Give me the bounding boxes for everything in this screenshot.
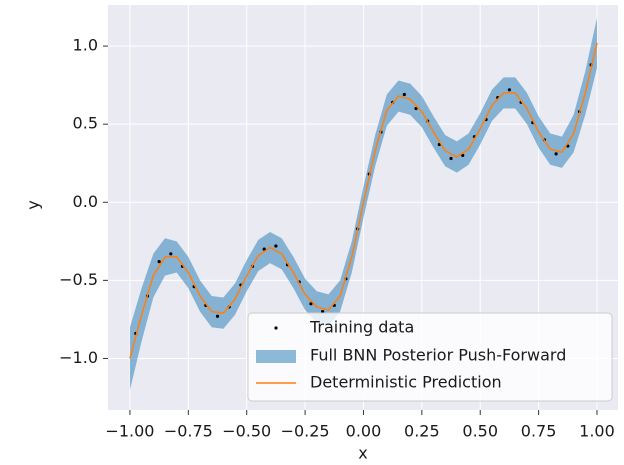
training-point xyxy=(215,314,220,318)
y-axis-label: y xyxy=(24,200,43,209)
prediction-line xyxy=(129,42,598,359)
training-point xyxy=(262,247,266,251)
training-point xyxy=(554,152,558,156)
x-axis-label: x xyxy=(358,444,367,463)
x-tick-label: 0.25 xyxy=(404,422,440,441)
x-tick-label: −0.75 xyxy=(164,422,213,441)
x-tick-label: 1.00 xyxy=(579,422,615,441)
x-tick-label: 0.50 xyxy=(462,422,498,441)
training-point xyxy=(449,156,453,161)
legend-marker xyxy=(274,326,278,330)
x-tick-label: 0.75 xyxy=(521,422,557,441)
y-tick-label: 1.0 xyxy=(73,36,98,55)
x-tick-label: −0.25 xyxy=(281,422,330,441)
legend-label: Deterministic Prediction xyxy=(310,373,502,392)
training-point xyxy=(157,260,161,264)
y-tick-label: 0.0 xyxy=(73,192,98,211)
training-point xyxy=(169,252,173,256)
training-point xyxy=(402,92,406,97)
training-point xyxy=(461,153,465,158)
legend-box xyxy=(247,312,613,402)
y-tick-label: −0.5 xyxy=(59,270,98,289)
training-point xyxy=(321,310,325,314)
legend-label: Full BNN Posterior Push-Forward xyxy=(310,346,566,365)
x-tick-label: 0.00 xyxy=(346,422,382,441)
legend-label: Training data xyxy=(309,318,414,337)
legend-marker xyxy=(256,350,296,363)
training-point xyxy=(507,88,512,92)
y-tick-label: 0.5 xyxy=(73,114,98,133)
training-point xyxy=(274,244,278,248)
training-point xyxy=(309,302,313,306)
y-tick-label: −1.0 xyxy=(59,348,98,367)
x-tick-label: −0.50 xyxy=(222,422,271,441)
training-point xyxy=(414,106,418,111)
x-tick-label: −1.00 xyxy=(105,422,154,441)
